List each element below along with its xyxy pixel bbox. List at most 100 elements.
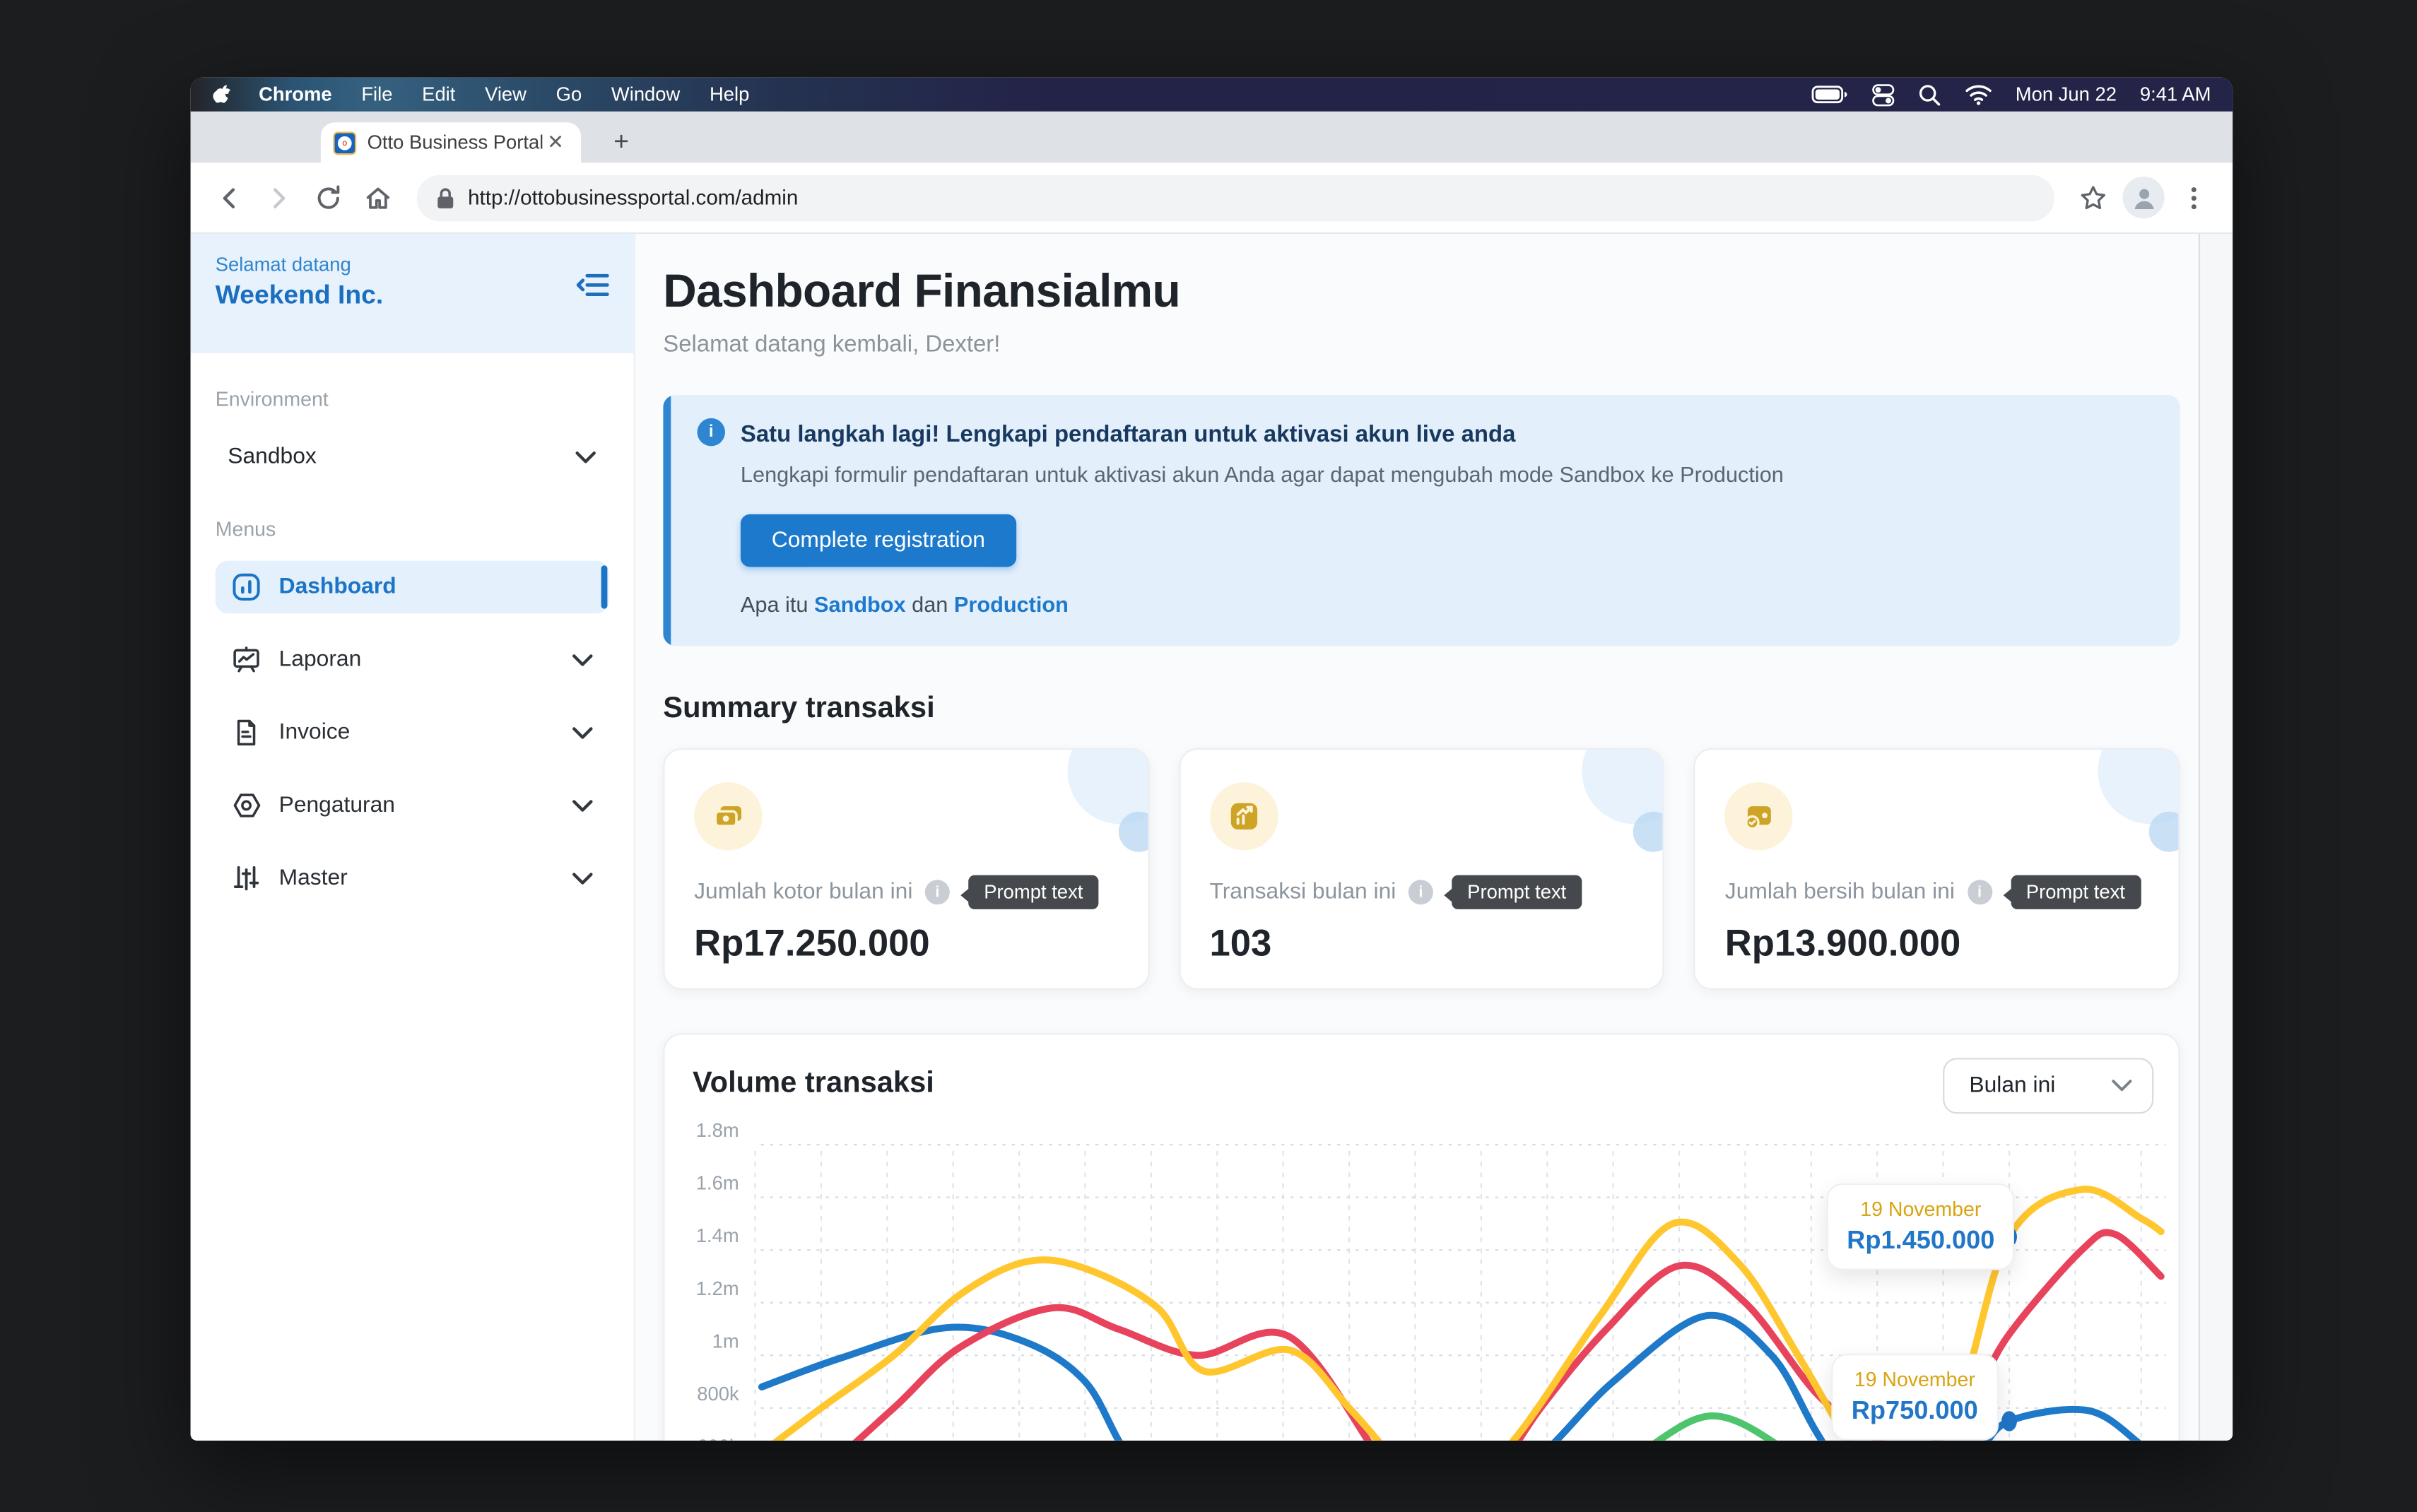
card-label: Jumlah kotor bulan ini [694, 880, 913, 905]
menubar-item-help[interactable]: Help [710, 83, 750, 106]
apple-menu-icon[interactable] [212, 83, 233, 106]
sidebar-item-pengaturan[interactable]: Pengaturan [216, 779, 609, 832]
menubar-item-go[interactable]: Go [555, 83, 582, 106]
y-tick: 1.2m [695, 1277, 739, 1300]
tab-title: Otto Business Portal [367, 131, 543, 154]
wifi-icon[interactable] [1964, 83, 1992, 105]
sliders-icon [231, 863, 262, 894]
browser-tabstrip: O Otto Business Portal ✕ + [190, 111, 2233, 163]
collapse-sidebar-icon[interactable] [576, 271, 609, 299]
macos-menubar: Chrome File Edit View Go Window Help [190, 77, 2233, 112]
page-title: Dashboard Finansialmu [663, 266, 1181, 318]
main-content: Dashboard Finansialmu Selamat datang kem… [635, 234, 2233, 1441]
chevron-down-icon [2110, 1078, 2134, 1094]
card-label: Transaksi bulan ini [1209, 880, 1396, 905]
card-value: Rp17.250.000 [694, 923, 930, 965]
bookmark-star-icon[interactable] [2073, 177, 2113, 218]
invoice-document-icon [231, 717, 262, 748]
sidebar-welcome-box: Selamat datang Weekend Inc. [190, 234, 634, 353]
settings-icon [231, 790, 262, 821]
summary-card-gross: Jumlah kotor bulan ini i Prompt text Rp1… [663, 748, 1149, 990]
web-page: Selamat datang Weekend Inc. Environment … [190, 234, 2233, 1441]
info-icon[interactable]: i [924, 880, 951, 905]
banner-title: Satu langkah lagi! Lengkapi pendaftaran … [740, 421, 1516, 448]
sandbox-link[interactable]: Sandbox [814, 591, 906, 617]
address-bar[interactable]: http://ottobusinessportal.com/admin [416, 174, 2055, 221]
chart-tooltip: 19 November Rp1.450.000 [1826, 1183, 2015, 1270]
chevron-down-icon [575, 450, 596, 464]
environment-select[interactable]: Sandbox [216, 430, 609, 483]
y-tick: 600k [665, 1436, 739, 1441]
chevron-down-icon [572, 726, 594, 740]
battery-icon[interactable] [1811, 83, 1848, 105]
wallet-check-icon [1724, 782, 1794, 851]
summary-section-title: Summary transaksi [663, 692, 935, 726]
forward-button[interactable] [259, 177, 299, 218]
spotlight-search-icon[interactable] [1918, 83, 1941, 106]
sidebar-item-invoice[interactable]: Invoice [216, 707, 609, 760]
tooltip: Prompt text [1444, 875, 1582, 909]
mac-screen: Chrome File Edit View Go Window Help [190, 77, 2233, 1441]
menubar-date[interactable]: Mon Jun 22 [2015, 83, 2117, 106]
environment-label: Environment [215, 387, 329, 411]
reload-button[interactable] [308, 177, 348, 218]
chevron-down-icon [572, 871, 594, 885]
new-tab-button[interactable]: + [613, 126, 630, 157]
y-tick: 1m [712, 1330, 739, 1352]
summary-card-net: Jumlah bersih bulan ini i Prompt text Rp… [1693, 748, 2180, 990]
company-name: Weekend Inc. [215, 280, 384, 310]
home-button[interactable] [358, 177, 398, 218]
period-filter-dropdown[interactable]: Bulan ini [1943, 1058, 2154, 1114]
browser-toolbar: http://ottobusinessportal.com/admin [190, 163, 2233, 235]
chart-up-icon [1209, 782, 1278, 851]
chart-tooltip: 19 November Rp750.000 [1831, 1354, 1999, 1441]
control-center-icon[interactable] [1871, 83, 1895, 106]
report-board-icon [231, 644, 262, 675]
card-value: 103 [1209, 923, 1272, 965]
chart-title: Volume transaksi [692, 1067, 934, 1100]
card-label: Jumlah bersih bulan ini [1724, 880, 1955, 905]
menubar-item-edit[interactable]: Edit [422, 83, 456, 106]
y-tick: 1.4m [695, 1225, 739, 1247]
chevron-down-icon [572, 653, 594, 667]
menubar-app-name[interactable]: Chrome [259, 83, 332, 106]
browser-menu-kebab-icon[interactable] [2174, 177, 2214, 218]
menubar-time[interactable]: 9:41 AM [2139, 83, 2211, 106]
tooltip: Prompt text [960, 875, 1099, 909]
menus-label: Menus [215, 517, 276, 541]
menubar-item-window[interactable]: Window [611, 83, 681, 106]
banner-links: Apa itu Sandbox dan Production [740, 591, 1069, 617]
page-scrollbar[interactable] [2198, 234, 2233, 1441]
summary-card-transactions: Transaksi bulan ini i Prompt text 103 [1178, 748, 1665, 990]
summary-cards: Jumlah kotor bulan ini i Prompt text Rp1… [663, 748, 2180, 990]
url-text: http://ottobusinessportal.com/admin [468, 186, 799, 209]
profile-avatar[interactable] [2122, 176, 2165, 219]
y-tick: 1.8m [695, 1120, 739, 1142]
tab-close-icon[interactable]: ✕ [547, 130, 565, 154]
banner-body: Lengkapi formulir pendaftaran untuk akti… [740, 461, 1784, 487]
menubar-item-file[interactable]: File [361, 83, 393, 106]
lock-icon [437, 187, 454, 208]
page-subtitle: Selamat datang kembali, Dexter! [663, 331, 1001, 358]
registration-banner: i Satu langkah lagi! Lengkapi pendaftara… [663, 395, 2180, 646]
welcome-label: Selamat datang [215, 254, 351, 276]
info-icon[interactable]: i [1408, 880, 1433, 905]
back-button[interactable] [209, 177, 249, 218]
info-icon: i [697, 418, 726, 447]
sidebar-item-laporan[interactable]: Laporan [216, 634, 609, 687]
menubar-item-view[interactable]: View [485, 83, 527, 106]
sidebar-item-dashboard[interactable]: Dashboard [215, 560, 609, 614]
dashboard-icon [231, 572, 262, 603]
info-icon[interactable]: i [1967, 880, 1992, 905]
y-tick: 800k [697, 1383, 739, 1405]
y-tick: 1.6m [695, 1172, 739, 1195]
decorative-circle [1633, 811, 1664, 852]
banknotes-icon [694, 782, 763, 851]
browser-tab[interactable]: O Otto Business Portal ✕ [320, 122, 582, 163]
sidebar-item-master[interactable]: Master [216, 852, 609, 905]
volume-chart-card: Volume transaksi Bulan ini 1.8m 1.6m 1.4… [663, 1033, 2180, 1441]
complete-registration-button[interactable]: Complete registration [740, 514, 1016, 567]
production-link[interactable]: Production [953, 591, 1069, 617]
decorative-circle [2148, 811, 2179, 852]
